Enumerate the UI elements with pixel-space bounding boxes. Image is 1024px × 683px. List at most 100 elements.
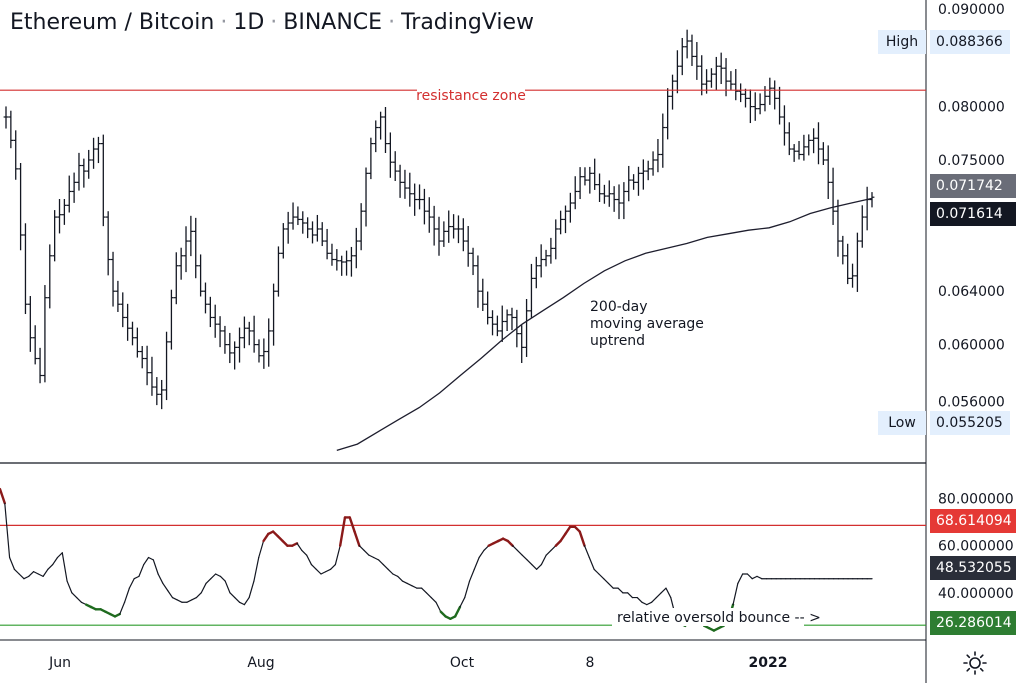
oscillator-segment xyxy=(171,596,178,601)
oscillator-segment xyxy=(113,612,121,618)
ohlc-bar xyxy=(130,321,135,346)
ohlc-bar xyxy=(241,316,247,349)
oscillator-segment xyxy=(468,568,475,582)
oscillator-current-badge: 48.532055 xyxy=(930,556,1016,580)
oscillator-segment xyxy=(23,575,30,580)
ohlc-bar xyxy=(339,255,345,276)
ohlc-bar xyxy=(344,250,349,276)
ohlc-bar xyxy=(621,182,627,220)
ohlc-bar xyxy=(475,255,481,308)
ohlc-bar xyxy=(733,69,739,101)
ohlc-bar xyxy=(246,321,252,346)
oscillator-segment xyxy=(746,573,753,580)
oscillator-segment xyxy=(229,592,236,599)
oscillator-segment xyxy=(531,563,538,570)
oscillator-segment xyxy=(32,571,39,575)
ma-annotation-line1: 200-day xyxy=(590,299,648,315)
ohlc-bar xyxy=(655,139,661,173)
oscillator-segment xyxy=(338,516,347,547)
ohlc-bar xyxy=(329,243,335,266)
ohlc-bar xyxy=(602,184,607,204)
moving-average-badge: 0.071614 xyxy=(930,202,1016,226)
ohlc-bar xyxy=(660,113,666,168)
oscillator-segment xyxy=(138,563,145,577)
oscillator-segment xyxy=(737,573,744,585)
oscillator-segment xyxy=(473,556,480,570)
ohlc-bar xyxy=(8,110,14,149)
oscillator-segment xyxy=(47,563,54,570)
oversold-label-bg xyxy=(612,608,804,626)
oscillator-segment xyxy=(76,596,83,603)
time-tick-label: 2022 xyxy=(749,655,788,671)
ohlc-bar xyxy=(504,309,510,332)
ohlc-bar xyxy=(319,222,325,247)
oscillator-segment xyxy=(301,549,308,556)
ohlc-bar xyxy=(558,210,564,235)
ohlc-bar xyxy=(597,173,602,202)
ohlc-bar xyxy=(256,339,262,363)
ohlc-bar xyxy=(232,341,238,370)
ohlc-bar xyxy=(392,151,398,181)
ohlc-bar xyxy=(796,140,802,160)
oscillator-segment xyxy=(306,554,313,566)
ohlc-bar xyxy=(548,237,554,264)
ohlc-bar xyxy=(767,77,773,105)
ohlc-bar xyxy=(290,202,296,230)
title-separator: · xyxy=(270,10,278,35)
oscillator-segment xyxy=(506,539,514,547)
ohlc-bar xyxy=(524,299,529,357)
oscillator-segment xyxy=(732,582,739,606)
ohlc-bar xyxy=(251,315,257,353)
oscillator-segment xyxy=(258,540,265,559)
oscillator-segment xyxy=(598,573,605,580)
oscillator-segment xyxy=(392,573,399,577)
oscillator-segment xyxy=(387,568,394,575)
ohlc-bar xyxy=(855,232,860,292)
sun-gear-icon[interactable] xyxy=(962,650,988,676)
ohlc-bar xyxy=(485,291,491,325)
oscillator-segment xyxy=(512,545,519,552)
oscillator-segment xyxy=(651,596,657,603)
oscillator-segment xyxy=(191,596,198,601)
ohlc-bar xyxy=(636,166,641,196)
oscillator-segment xyxy=(627,592,634,599)
moving-average-line-group xyxy=(336,197,873,452)
oscillator-segment xyxy=(382,563,389,570)
oscillator-segment xyxy=(641,601,648,606)
price-tick-label: 0.060000 xyxy=(938,338,1005,354)
ohlc-bar xyxy=(718,52,724,85)
ohlc-bar xyxy=(280,223,286,259)
oscillator-segment xyxy=(435,601,442,613)
oscillator-segment xyxy=(42,568,49,577)
ohlc-bar xyxy=(310,221,315,244)
ohlc-bar xyxy=(782,105,787,146)
high-value: 0.088366 xyxy=(930,30,1010,54)
ohlc-bar xyxy=(422,188,427,225)
oscillator-segment xyxy=(751,575,758,580)
oscillator-segment xyxy=(430,596,437,603)
oscillator-segment xyxy=(215,573,221,577)
ohlc-bar xyxy=(417,184,422,210)
ohlc-bars xyxy=(3,29,875,410)
interval-label[interactable]: 1D xyxy=(233,10,265,35)
ohlc-bar xyxy=(373,120,379,153)
oscillator-segment xyxy=(147,556,154,561)
ohlc-bar xyxy=(358,203,364,251)
ohlc-bar xyxy=(295,206,301,226)
ohlc-bar xyxy=(266,318,272,367)
symbol-name[interactable]: Ethereum / Bitcoin xyxy=(10,10,215,35)
ohlc-bar xyxy=(222,325,228,354)
ma-annotation-line2: moving average xyxy=(590,316,704,332)
oscillator-segment xyxy=(37,573,44,577)
oscillator-segment xyxy=(521,554,528,561)
oscillator-segment xyxy=(363,549,370,556)
oscillator-segment xyxy=(646,601,653,606)
oscillator-segment xyxy=(176,599,183,603)
oscillator-segment xyxy=(157,573,164,585)
last-price-badge: 0.071742 xyxy=(930,174,1016,198)
oscillator-segment xyxy=(588,556,595,570)
oscillator-segment xyxy=(373,556,380,561)
low-label: Low xyxy=(878,411,926,435)
ohlc-bar xyxy=(772,80,778,110)
